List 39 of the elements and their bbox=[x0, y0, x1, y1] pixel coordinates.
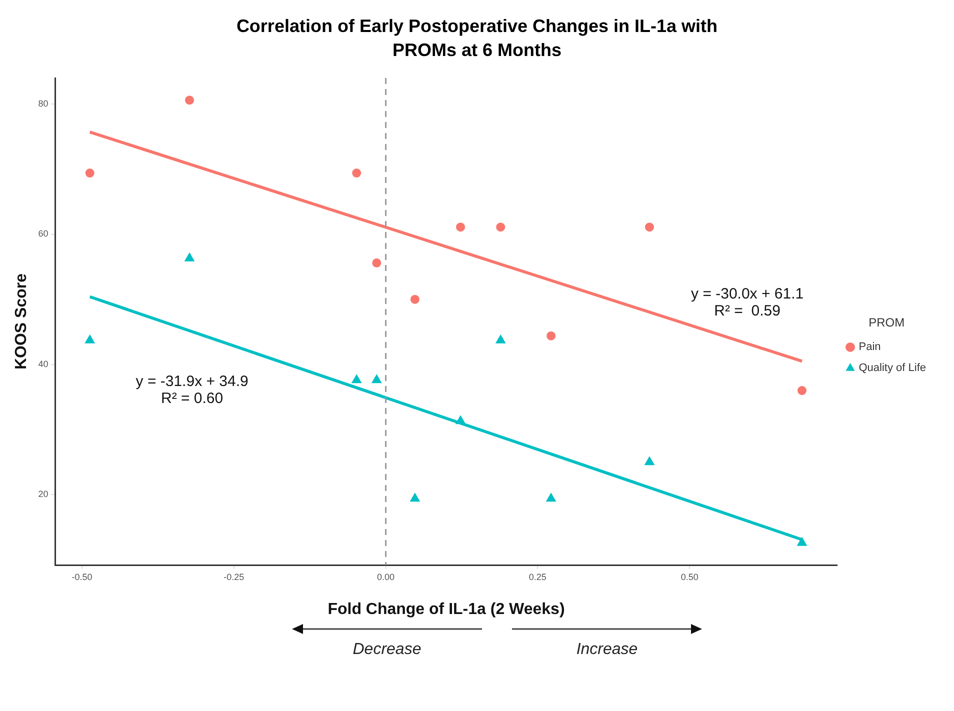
point bbox=[352, 374, 362, 384]
point bbox=[185, 96, 194, 105]
x-axis-title: Fold Change of IL-1a (2 Weeks) bbox=[328, 600, 565, 618]
legend-label: Pain bbox=[858, 341, 881, 354]
x-tick-label: 0.00 bbox=[377, 572, 395, 582]
legend-title: PROM bbox=[868, 316, 905, 330]
text: Increase bbox=[576, 641, 638, 659]
point bbox=[546, 493, 556, 502]
point bbox=[496, 222, 506, 232]
annotation: y = -31.9x + 34.9 R² = 0.60 bbox=[136, 373, 248, 408]
y-tick-label: 40 bbox=[38, 358, 48, 369]
x-tick-label: 0.50 bbox=[680, 572, 698, 582]
text: Decrease bbox=[352, 641, 422, 659]
y-tick-label: 60 bbox=[38, 228, 48, 239]
point bbox=[372, 258, 382, 268]
point bbox=[797, 537, 807, 546]
y-tick-label: 20 bbox=[38, 489, 48, 500]
point bbox=[798, 386, 806, 396]
x-tick-label: -0.50 bbox=[72, 572, 92, 582]
point bbox=[456, 222, 466, 232]
point bbox=[410, 493, 420, 502]
point bbox=[85, 334, 95, 344]
legend-label: Quality of Life bbox=[858, 362, 926, 374]
x-tick-label: 0.25 bbox=[528, 572, 546, 582]
point bbox=[546, 331, 556, 340]
chart-title: Correlation of Early Postoperative Changes in IL-1a with PROMs at 6 Months bbox=[235, 15, 719, 62]
point bbox=[644, 456, 654, 466]
point bbox=[410, 294, 420, 304]
x-tick-label: -0.25 bbox=[224, 572, 244, 582]
y-tick-label: 80 bbox=[38, 98, 48, 109]
point bbox=[85, 168, 94, 178]
point bbox=[644, 222, 654, 232]
point bbox=[496, 334, 506, 344]
point bbox=[184, 252, 194, 262]
y-axis-title: KOOS Score bbox=[13, 273, 30, 370]
point bbox=[352, 168, 362, 178]
point bbox=[372, 374, 382, 384]
point bbox=[456, 416, 466, 424]
annotation: y = -30.0x + 61.1 R² = 0.59 bbox=[691, 286, 804, 320]
